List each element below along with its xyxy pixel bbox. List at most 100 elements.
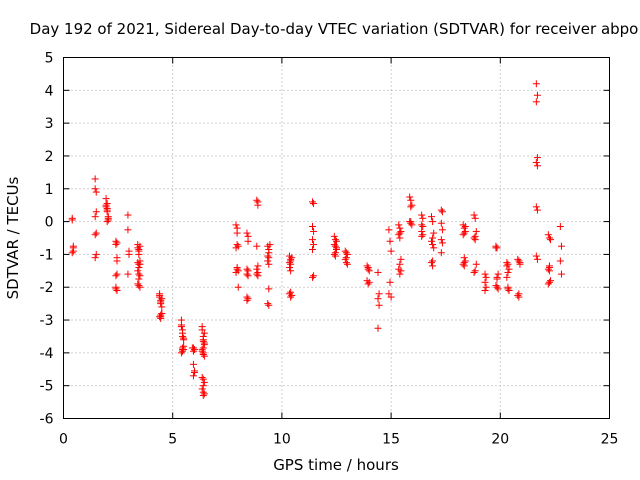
data-point xyxy=(199,375,207,383)
data-point xyxy=(364,265,372,273)
data-point xyxy=(532,252,540,260)
data-point xyxy=(136,272,144,280)
data-point xyxy=(331,242,339,250)
data-point xyxy=(515,257,523,265)
data-point xyxy=(544,231,552,239)
data-point xyxy=(102,203,110,211)
x-tick-labels: 0 5 10 15 20 25 xyxy=(59,432,618,448)
x-tick-label: 0 xyxy=(59,432,68,448)
data-point xyxy=(232,244,240,252)
data-point xyxy=(310,241,318,249)
data-point xyxy=(504,260,512,268)
data-point xyxy=(92,250,100,258)
data-point xyxy=(134,259,142,267)
data-point xyxy=(308,223,316,231)
y-tick-label: -5 xyxy=(40,379,54,395)
data-point xyxy=(470,234,478,242)
data-point xyxy=(429,262,437,270)
data-point xyxy=(406,193,414,201)
data-point xyxy=(199,351,207,359)
plot-frame xyxy=(63,57,610,419)
data-point xyxy=(179,329,187,337)
data-point xyxy=(481,278,489,286)
data-point xyxy=(200,378,208,386)
data-point xyxy=(365,267,373,275)
data-point xyxy=(396,260,404,268)
data-point xyxy=(544,265,552,273)
data-point xyxy=(189,344,197,352)
data-point xyxy=(470,211,478,219)
data-point xyxy=(556,223,564,231)
data-point xyxy=(330,250,338,258)
data-point xyxy=(397,255,405,263)
data-point xyxy=(180,336,188,344)
x-tick-label: 5 xyxy=(168,432,177,448)
data-point xyxy=(532,80,540,88)
data-point xyxy=(199,382,207,390)
data-point xyxy=(308,273,316,281)
data-point xyxy=(112,241,120,249)
data-point xyxy=(103,218,111,226)
x-axis-title: GPS time / hours xyxy=(273,456,399,474)
data-point xyxy=(437,219,445,227)
data-point xyxy=(342,259,350,267)
data-point xyxy=(438,208,446,216)
y-tick-label: 1 xyxy=(45,182,54,198)
y-axis-title: SDTVAR / TECUs xyxy=(4,176,22,299)
data-point xyxy=(244,295,252,303)
data-point xyxy=(397,267,405,275)
x-tick-label: 15 xyxy=(382,432,400,448)
data-point xyxy=(243,229,251,237)
data-point xyxy=(234,283,242,291)
data-point xyxy=(310,200,318,208)
data-point xyxy=(428,237,436,245)
data-point xyxy=(533,154,541,162)
data-point xyxy=(113,257,121,265)
data-point xyxy=(112,285,120,293)
data-point xyxy=(437,249,445,257)
data-point xyxy=(191,346,199,354)
data-point xyxy=(156,291,164,299)
data-point xyxy=(244,237,252,245)
data-point xyxy=(232,268,240,276)
data-point xyxy=(387,247,395,255)
data-point xyxy=(429,218,437,226)
data-point xyxy=(113,287,121,295)
data-point xyxy=(91,231,99,239)
data-point xyxy=(374,295,382,303)
data-point xyxy=(386,278,394,286)
data-point xyxy=(533,162,541,170)
data-point xyxy=(112,272,120,280)
data-point xyxy=(157,313,165,321)
data-point xyxy=(199,337,207,345)
data-point xyxy=(470,268,478,276)
data-point xyxy=(198,385,206,393)
data-point xyxy=(408,201,416,209)
data-point xyxy=(254,262,262,270)
y-tick-label: 4 xyxy=(45,83,54,99)
data-point xyxy=(408,221,416,229)
y-tick-label: 3 xyxy=(45,116,54,132)
chart-title: Day 192 of 2021, Sidereal Day-to-day VTE… xyxy=(30,20,639,38)
data-point xyxy=(459,260,467,268)
data-point xyxy=(308,245,316,253)
data-point xyxy=(375,290,383,298)
data-point xyxy=(395,231,403,239)
data-point xyxy=(557,270,565,278)
data-point xyxy=(429,234,437,242)
data-point xyxy=(308,198,316,206)
data-point xyxy=(113,239,121,247)
data-point xyxy=(407,196,415,204)
data-point xyxy=(200,341,208,349)
data-point xyxy=(288,254,296,262)
data-point xyxy=(545,234,553,242)
y-tick-label: -3 xyxy=(40,313,54,329)
data-point xyxy=(545,278,553,286)
data-point xyxy=(310,227,318,235)
data-point xyxy=(200,390,208,398)
data-point xyxy=(461,223,469,231)
data-point xyxy=(418,221,426,229)
data-point xyxy=(253,270,261,278)
y-tick-label: -6 xyxy=(40,412,54,428)
data-point xyxy=(396,270,404,278)
